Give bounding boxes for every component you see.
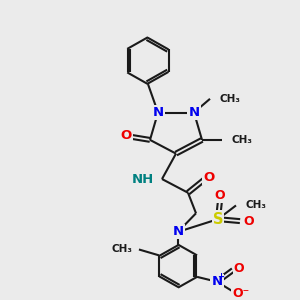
Text: NH: NH: [132, 172, 154, 185]
Text: CH₃: CH₃: [112, 244, 133, 254]
Text: O: O: [215, 189, 225, 202]
Text: N: N: [172, 225, 184, 239]
Text: O: O: [203, 171, 214, 184]
Text: N: N: [152, 106, 164, 119]
Text: CH₃: CH₃: [245, 200, 266, 211]
Text: O⁻: O⁻: [232, 287, 250, 300]
Text: +: +: [218, 272, 225, 281]
Text: CH₃: CH₃: [231, 135, 252, 145]
Text: S: S: [213, 212, 223, 226]
Text: N: N: [212, 275, 223, 288]
Text: O: O: [234, 262, 244, 275]
Text: CH₃: CH₃: [219, 94, 240, 104]
Text: O: O: [120, 130, 132, 142]
Text: N: N: [188, 106, 200, 119]
Text: O: O: [244, 214, 254, 228]
